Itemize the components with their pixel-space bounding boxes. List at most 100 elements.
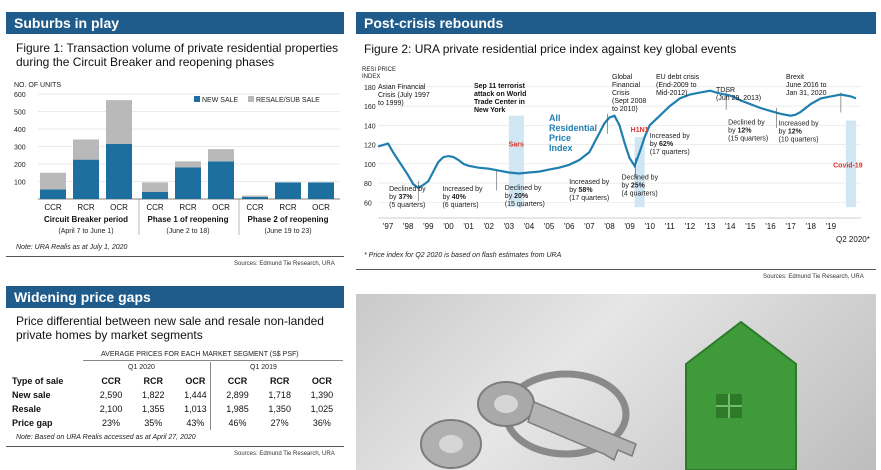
table-note: Note: Based on URA Realis accessed as at… (16, 434, 196, 441)
table-cell: 36% (312, 418, 331, 428)
bar-group-label: Phase 1 of reopening (148, 215, 229, 224)
table-header-row: Type of sale CCR RCR OCR CCR RCR OCR (8, 374, 343, 388)
trend-annotation: Increased by by 62% (17 quarters) (650, 133, 691, 156)
caption-rule (83, 360, 343, 361)
line-xtick-label: '08 (604, 222, 615, 231)
table-cell: 1,390 (310, 390, 334, 400)
line-xtick-label: '10 (644, 222, 655, 231)
bar-new-sale (73, 159, 99, 199)
col-header: OCR (311, 376, 332, 386)
figure2-source: Sources: Edmund Tie Research, URA (763, 274, 864, 280)
key-hole (494, 395, 518, 413)
line-xtick-label: '06 (564, 222, 575, 231)
figure1-source: Sources: Edmund Tie Research, URA (234, 261, 335, 267)
line-xtick-label: '11 (665, 222, 675, 231)
period-q1-2019: Q1 2019 (250, 364, 277, 371)
line-xtick-label: '00 (443, 222, 454, 231)
bar-new-sale (175, 167, 201, 199)
line-xtick-label: '02 (483, 222, 494, 231)
table-cell: 1,985 (226, 404, 249, 414)
bar-chart-ylabel: NO. OF UNITS (14, 82, 61, 89)
trend-annotation: Declined by by 20% (15 quarters) (505, 185, 545, 208)
line-xtick-label: '16 (765, 222, 776, 231)
bar-category-label: RCR (179, 203, 197, 212)
line-xtick-label: '12 (685, 222, 696, 231)
bar-ytick-label: 600 (14, 92, 26, 99)
col-header: RCR (143, 376, 163, 386)
key-hole-2 (439, 435, 463, 453)
key-blade (527, 400, 637, 462)
line-xtick-label: '14 (725, 222, 736, 231)
table-cell: 23% (102, 418, 121, 428)
line-last-tick: Q2 2020* (836, 235, 870, 244)
price-gap-table: Type of sale CCR RCR OCR CCR RCR OCR New… (8, 374, 343, 430)
row-label: Resale (12, 404, 42, 414)
figure1-note: Note: URA Realis as at July 1, 2020 (16, 244, 128, 251)
line-chart-ylabel-1: RESI PRICE (362, 67, 396, 73)
bar-resale (142, 182, 168, 192)
line-xtick-label: '19 (826, 222, 837, 231)
bar-group-dates: (June 2 to 18) (166, 228, 209, 235)
table-cell: 1,025 (310, 404, 334, 414)
table-row: New sale 2,590 1,822 1,444 2,899 1,718 1,390 (8, 388, 343, 402)
price-index-chart: RESI PRICE INDEX 60 80 100 120 140 160 180 '97 '… (362, 67, 870, 244)
line-xtick-label: '01 (463, 222, 474, 231)
line-xtick-label: '09 (624, 222, 635, 231)
row-label: New sale (12, 390, 51, 400)
covid-label: Covid-19 (833, 163, 863, 170)
line-xtick-label: '07 (584, 222, 595, 231)
line-xtick-label: '99 (423, 222, 434, 231)
table-cell: 2,899 (226, 390, 249, 400)
event-sep11: Sep 11 terrorist attack on World Trade Cen… (474, 83, 526, 114)
table-row: Resale 2,100 1,355 1,013 1,985 1,350 1,025 (8, 402, 343, 416)
line-ytick-label: 100 (364, 162, 376, 169)
event-eu-debt: EU debt crisis (End-2009 to Mid-2012) (656, 74, 700, 97)
line-xtick-label: '97 (383, 222, 394, 231)
line-chart-ylabel-2: INDEX (362, 74, 380, 80)
trend-annotation: Increased by by 58% (17 quarters) (569, 179, 610, 202)
bar-new-sale (242, 196, 268, 199)
bar-new-sale (275, 182, 301, 199)
table-cell: 27% (270, 418, 289, 428)
event-tdsr: TDSR (Jun 29, 2013) (716, 87, 761, 102)
col-header: RCR (269, 376, 290, 386)
price-index-line (377, 89, 857, 190)
table-cell: 1,718 (268, 390, 291, 400)
panel-header-suburbs: Suburbs in play (6, 12, 344, 34)
line-xtick-label: '03 (504, 222, 515, 231)
sars-label: Sars (509, 142, 524, 149)
trend-annotation: Increased by by 12% (10 quarters) (778, 120, 819, 143)
keys-illustration (420, 320, 797, 470)
panel-header-gaps: Widening price gaps (6, 286, 344, 308)
row-label: Price gap (12, 418, 53, 428)
bar-category-label: OCR (110, 203, 128, 212)
h1n1-shade (634, 136, 645, 208)
col-header: Type of sale (12, 376, 64, 386)
line-xtick-label: '04 (524, 222, 535, 231)
table-cell: 2,100 (99, 404, 123, 414)
divider (6, 256, 344, 257)
figure1-title: Figure 1: Transaction volume of private … (16, 41, 339, 69)
line-xtick-label: '05 (544, 222, 555, 231)
legend-resale: RESALE/SUB SALE (256, 97, 320, 104)
bar-category-label: CCR (146, 203, 164, 212)
event-asian-crisis: Asian Financial Crisis (July 1997 to 1999) (378, 84, 430, 107)
line-xtick-label: '17 (785, 222, 796, 231)
bar-category-label: RCR (77, 203, 95, 212)
bar-new-sale (308, 182, 334, 199)
col-header: CCR (227, 376, 248, 386)
col-header: CCR (101, 376, 121, 386)
legend-new-sale-swatch (194, 96, 200, 102)
bar-category-label: OCR (212, 203, 230, 212)
h1n1-label: H1N1 (631, 127, 649, 134)
line-xtick-label: '15 (745, 222, 756, 231)
bar-ytick-label: 100 (14, 180, 26, 187)
line-series-label: All Residential Price Index (549, 113, 597, 153)
bar-new-sale (142, 192, 168, 199)
trend-annotation: Declined by by 12% (15 quarters) (728, 119, 768, 142)
bar-resale (106, 100, 132, 144)
col-header: OCR (185, 376, 206, 386)
bar-ytick-label: 400 (14, 127, 26, 134)
bar-resale (242, 195, 268, 197)
bar-group-dates: (June 19 to 23) (264, 228, 311, 235)
